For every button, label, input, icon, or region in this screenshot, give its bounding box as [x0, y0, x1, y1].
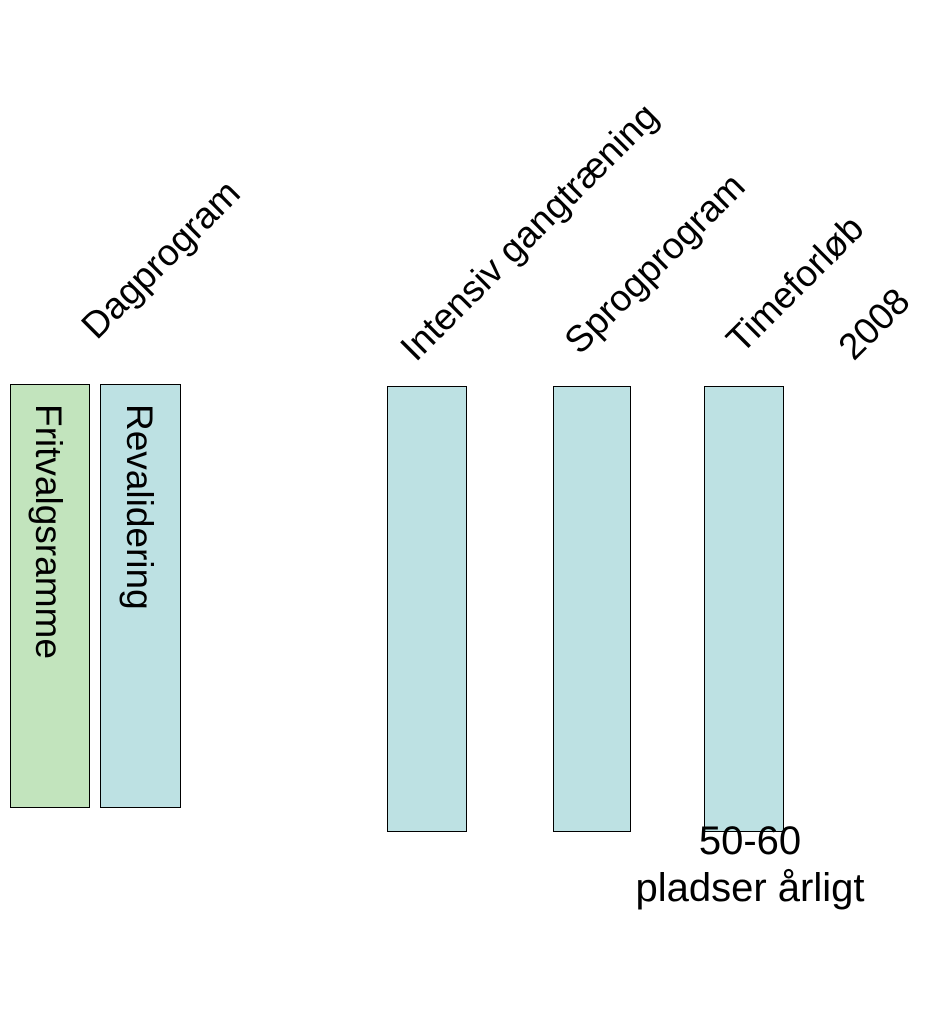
intensiv-gangtraening-box — [387, 386, 467, 832]
revalidering-label: Revalidering — [119, 404, 160, 610]
capacity-range: 50-60 — [698, 819, 802, 863]
revalidering-box — [100, 384, 181, 808]
intensiv-gangtraening-header: Intensiv gangtræning — [392, 95, 666, 369]
capacity-note: 50-60 pladser årligt — [600, 818, 900, 912]
sprogprogram-box — [553, 386, 631, 832]
year-header: 2008 — [830, 280, 918, 368]
fritvalgsramme-label: Fritvalgsramme — [28, 404, 69, 659]
timeforlob-box — [704, 386, 784, 832]
fritvalgsramme-box — [10, 384, 90, 808]
capacity-unit: pladser årligt — [635, 865, 865, 910]
dagprogram-header: Dagprogram — [73, 172, 248, 347]
